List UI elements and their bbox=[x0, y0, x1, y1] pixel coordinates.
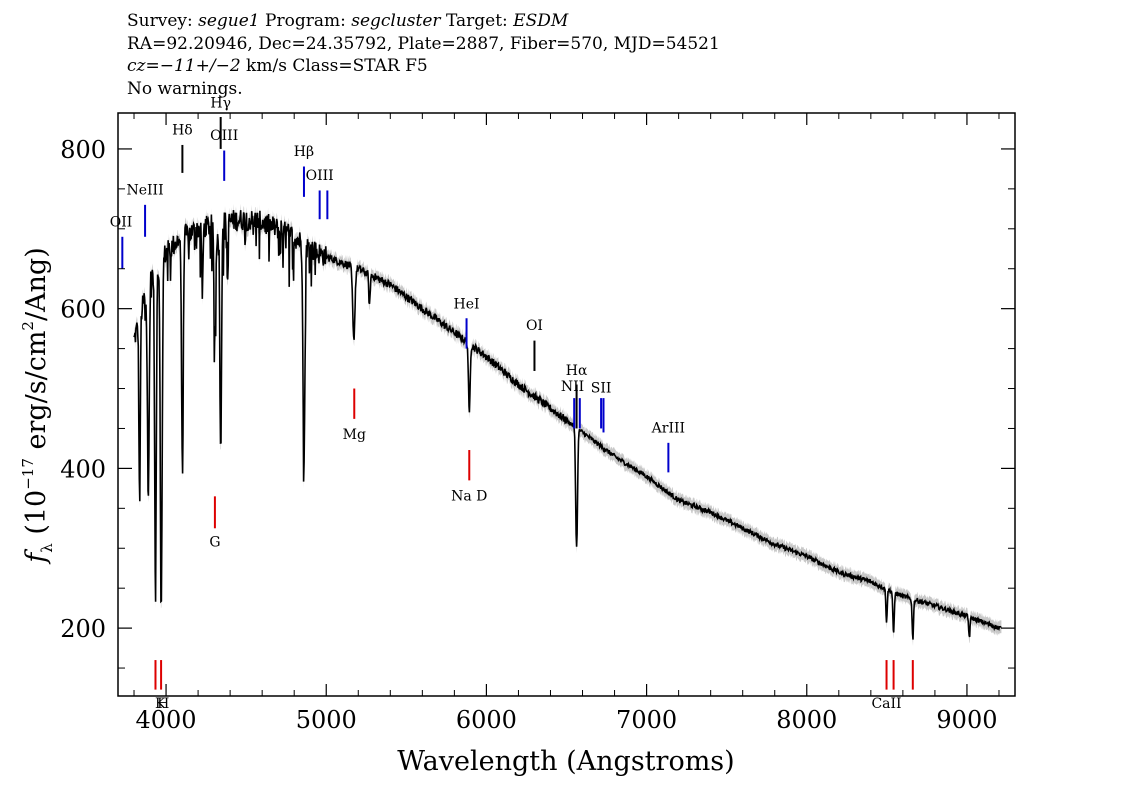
program-value: segcluster bbox=[351, 11, 441, 31]
x-tick-label: 9000 bbox=[936, 706, 997, 734]
y-tick-label: 200 bbox=[60, 615, 106, 643]
line-marker-label: Hγ bbox=[210, 95, 231, 111]
spectrum-line bbox=[133, 210, 1002, 640]
x-axis-label: Wavelength (Angstroms) bbox=[397, 746, 734, 777]
line-marker-label: K bbox=[155, 696, 166, 712]
line-marker-label: Hβ bbox=[294, 144, 314, 160]
y-tick-label: 800 bbox=[60, 136, 106, 164]
x-axis: 4000 5000 6000 7000 8000 9000 bbox=[133, 113, 1000, 734]
y-tick-label: 600 bbox=[60, 296, 106, 324]
y-axis-label: fλ (10−17 erg/s/cm2/Ang) bbox=[19, 247, 56, 565]
cz-value: =−11+/−2 bbox=[145, 56, 241, 76]
target-label: Target: bbox=[445, 11, 508, 31]
y-axis-label-exp2: 2 bbox=[19, 321, 37, 331]
line-marker-label: OI bbox=[526, 318, 543, 334]
spectrum-header: Survey: segue1 Program: segcluster Targe… bbox=[127, 10, 720, 100]
line-marker-label: Hα bbox=[566, 363, 588, 379]
y-axis-label-pre: (10 bbox=[21, 490, 52, 543]
y-axis: 200 400 600 800 bbox=[60, 136, 1015, 669]
line-marker-label: Na D bbox=[451, 488, 487, 504]
y-tick-label: 400 bbox=[60, 455, 106, 483]
line-marker-label: SII bbox=[591, 381, 612, 397]
header-line-warnings: No warnings. bbox=[127, 78, 243, 99]
y-axis-label-f: f bbox=[21, 549, 52, 565]
spectrum-series bbox=[133, 210, 1002, 640]
program-label: Program: bbox=[265, 11, 346, 31]
header-line-redshift: cz=−11+/−2 km/s Class=STAR F5 bbox=[127, 55, 720, 78]
line-marker-label: H bbox=[157, 696, 169, 712]
line-marker-label: OIII bbox=[210, 128, 238, 144]
survey-label: Survey: bbox=[127, 11, 193, 31]
y-axis-label-mid: erg/s/cm bbox=[21, 331, 52, 459]
y-axis-label-sub: λ bbox=[38, 543, 56, 553]
cz-label: cz bbox=[127, 56, 146, 76]
y-axis-label-exp1: −17 bbox=[19, 458, 37, 490]
x-tick-label: 5000 bbox=[296, 706, 357, 734]
line-marker-label: ArIII bbox=[651, 420, 685, 436]
plot-frame bbox=[117, 112, 1016, 697]
x-tick-label: 4000 bbox=[136, 706, 197, 734]
line-marker-label: HeI bbox=[454, 297, 480, 313]
class-text: km/s Class=STAR F5 bbox=[240, 56, 428, 76]
header-line-coordinates: RA=92.20946, Dec=24.35792, Plate=2887, F… bbox=[127, 33, 720, 54]
error-band bbox=[134, 203, 1002, 646]
error-band-area bbox=[134, 203, 1002, 646]
y-axis-label-post: /Ang) bbox=[21, 247, 52, 321]
line-marker-label: CaII bbox=[871, 696, 901, 712]
line-marker-label: G bbox=[209, 535, 220, 551]
line-marker-label: OIII bbox=[306, 168, 334, 184]
line-marker-label: NII bbox=[561, 379, 584, 395]
line-marker-label: Hδ bbox=[172, 123, 193, 139]
x-tick-label: 7000 bbox=[616, 706, 677, 734]
header-line-survey: Survey: segue1 Program: segcluster Targe… bbox=[127, 10, 720, 33]
line-marker-label: OII bbox=[110, 214, 133, 230]
x-tick-label: 8000 bbox=[776, 706, 837, 734]
target-value: ESDM bbox=[513, 11, 569, 31]
x-tick-label: 6000 bbox=[456, 706, 517, 734]
line-marker-label: Mg bbox=[343, 427, 366, 443]
line-marker-label: NeIII bbox=[126, 182, 163, 198]
survey-value: segue1 bbox=[198, 11, 260, 31]
